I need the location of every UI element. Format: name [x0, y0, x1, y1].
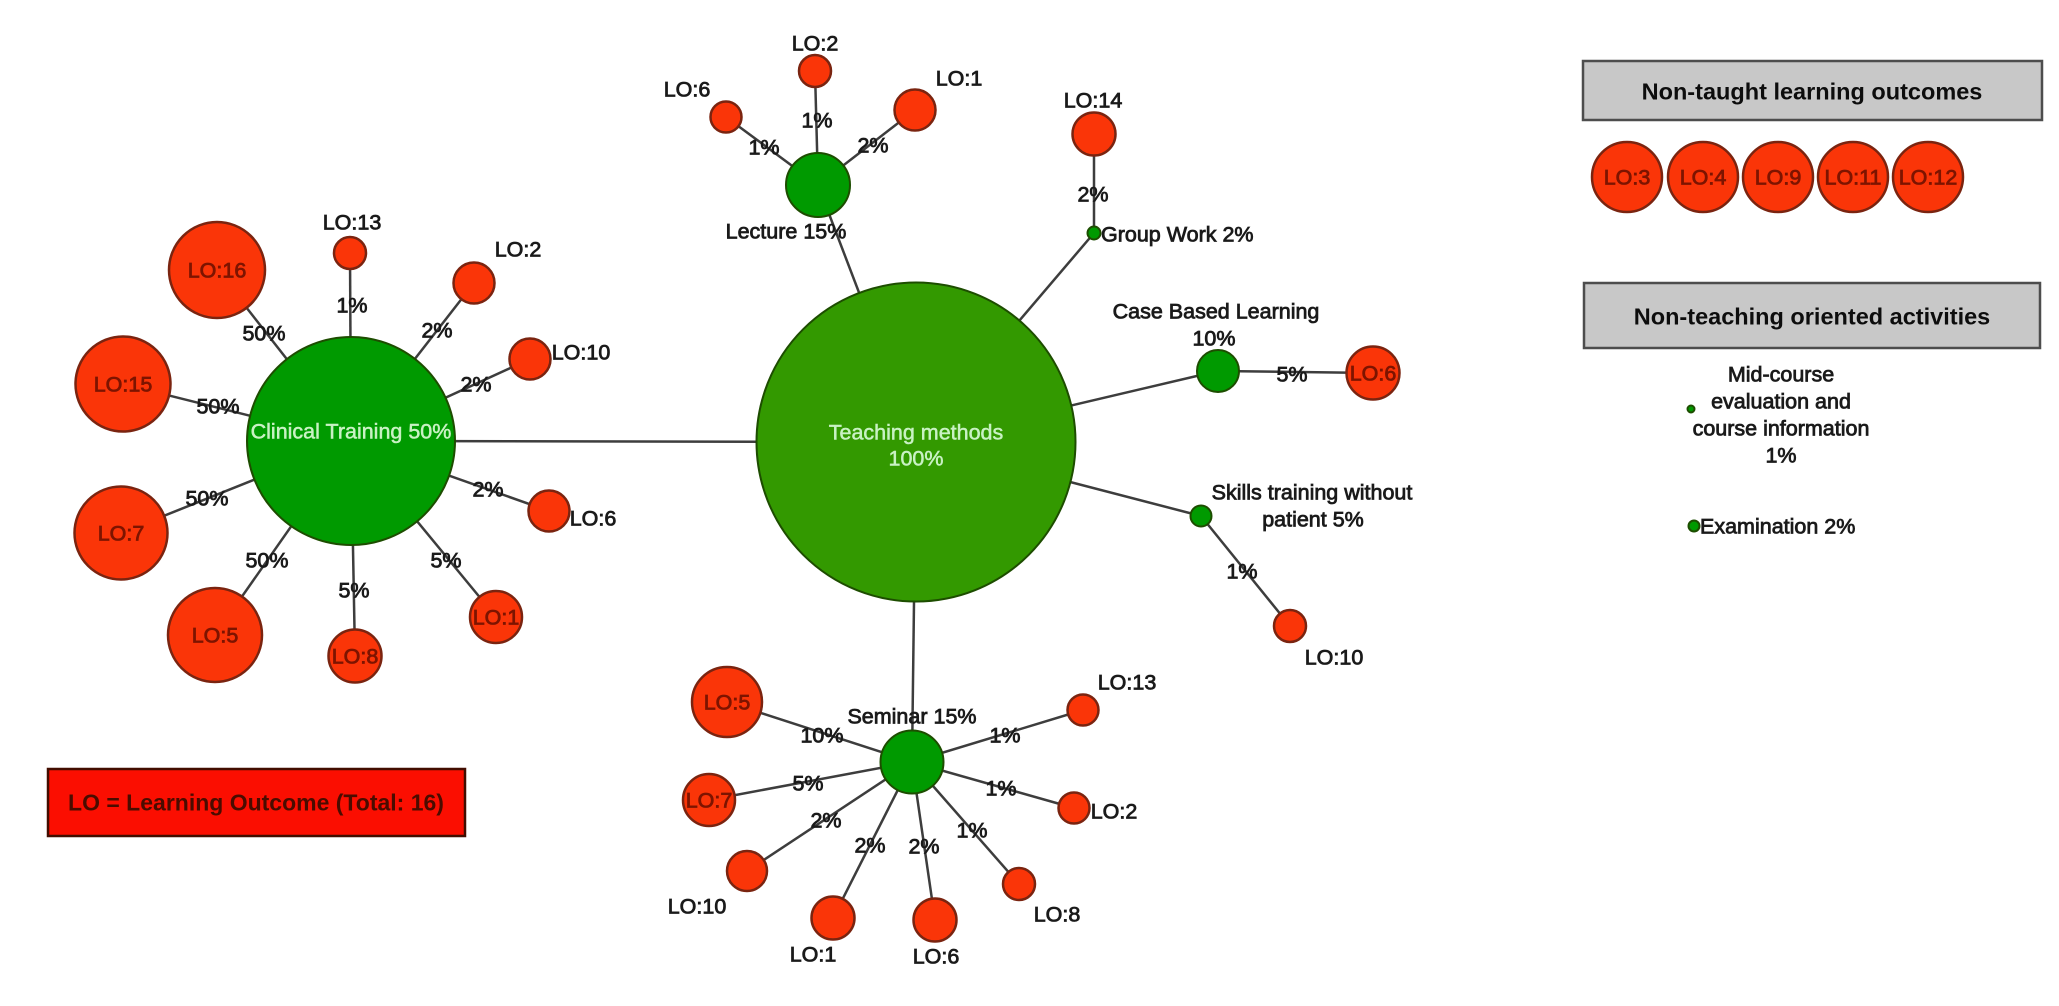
- svg-text:LO:2: LO:2: [792, 32, 839, 56]
- svg-text:LO:14: LO:14: [1064, 89, 1123, 113]
- svg-text:Lecture 15%: Lecture 15%: [726, 220, 847, 244]
- svg-text:LO:1: LO:1: [790, 943, 837, 967]
- svg-text:LO:2: LO:2: [1091, 800, 1138, 824]
- svg-text:2%: 2%: [1077, 183, 1108, 207]
- svg-text:5%: 5%: [430, 549, 461, 573]
- svg-text:1%: 1%: [748, 136, 779, 160]
- svg-text:LO:10: LO:10: [552, 341, 611, 365]
- svg-text:1%: 1%: [1226, 560, 1257, 584]
- svg-text:Teaching methods: Teaching methods: [829, 421, 1004, 445]
- svg-text:LO:1: LO:1: [473, 606, 520, 630]
- svg-text:LO:5: LO:5: [704, 691, 751, 715]
- svg-text:Examination 2%: Examination 2%: [1700, 515, 1855, 539]
- svg-text:patient 5%: patient 5%: [1262, 508, 1364, 532]
- svg-text:LO:10: LO:10: [1305, 646, 1364, 670]
- svg-text:1%: 1%: [336, 294, 367, 318]
- svg-text:LO:1: LO:1: [936, 67, 983, 91]
- svg-text:LO:11: LO:11: [1825, 166, 1882, 190]
- svg-text:LO:13: LO:13: [1098, 671, 1157, 695]
- svg-text:LO:16: LO:16: [188, 259, 247, 283]
- svg-text:50%: 50%: [245, 549, 288, 573]
- svg-text:Clinical Training 50%: Clinical Training 50%: [251, 420, 452, 444]
- svg-text:2%: 2%: [908, 835, 939, 859]
- svg-text:LO:6: LO:6: [664, 78, 711, 102]
- svg-text:LO:8: LO:8: [1034, 903, 1081, 927]
- svg-text:1%: 1%: [956, 819, 987, 843]
- svg-text:1%: 1%: [1765, 444, 1796, 468]
- svg-text:LO:3: LO:3: [1604, 166, 1651, 190]
- svg-text:LO:7: LO:7: [98, 522, 145, 546]
- svg-text:100%: 100%: [889, 447, 944, 471]
- svg-text:LO:10: LO:10: [668, 895, 727, 919]
- svg-text:LO = Learning Outcome (Total:: LO = Learning Outcome (Total: 16): [68, 789, 444, 815]
- svg-text:LO:9: LO:9: [1755, 166, 1802, 190]
- svg-text:Mid-course: Mid-course: [1728, 363, 1834, 387]
- svg-text:2%: 2%: [857, 134, 888, 158]
- svg-text:10%: 10%: [800, 724, 843, 748]
- svg-text:1%: 1%: [985, 777, 1016, 801]
- svg-text:Seminar 15%: Seminar 15%: [847, 705, 976, 729]
- svg-text:2%: 2%: [472, 478, 503, 502]
- svg-text:course information: course information: [1693, 417, 1870, 441]
- svg-text:50%: 50%: [242, 322, 285, 346]
- svg-text:LO:6: LO:6: [570, 507, 617, 531]
- svg-text:Group Work 2%: Group Work 2%: [1101, 223, 1254, 247]
- svg-text:LO:5: LO:5: [192, 624, 239, 648]
- svg-text:5%: 5%: [1276, 363, 1307, 387]
- svg-text:Non-teaching oriented activiti: Non-teaching oriented activities: [1634, 303, 1990, 329]
- svg-text:LO:8: LO:8: [332, 645, 379, 669]
- svg-text:LO:6: LO:6: [1350, 362, 1397, 386]
- svg-text:2%: 2%: [810, 809, 841, 833]
- svg-text:50%: 50%: [196, 395, 239, 419]
- svg-text:5%: 5%: [338, 579, 369, 603]
- svg-text:Skills training without: Skills training without: [1212, 481, 1413, 505]
- svg-text:1%: 1%: [989, 724, 1020, 748]
- svg-text:LO:13: LO:13: [323, 211, 382, 235]
- svg-text:2%: 2%: [421, 319, 452, 343]
- svg-text:50%: 50%: [185, 487, 228, 511]
- svg-text:2%: 2%: [460, 373, 491, 397]
- svg-text:LO:4: LO:4: [1680, 166, 1727, 190]
- svg-text:LO:15: LO:15: [94, 373, 153, 397]
- svg-text:10%: 10%: [1192, 327, 1235, 351]
- svg-text:Case Based Learning: Case Based Learning: [1113, 300, 1320, 324]
- svg-text:LO:7: LO:7: [686, 789, 733, 813]
- svg-text:LO:2: LO:2: [495, 238, 542, 262]
- svg-text:1%: 1%: [801, 109, 832, 133]
- svg-text:LO:6: LO:6: [913, 945, 960, 969]
- svg-text:Non-taught learning outcomes: Non-taught learning outcomes: [1642, 78, 1983, 104]
- svg-text:2%: 2%: [854, 834, 885, 858]
- svg-text:evaluation and: evaluation and: [1711, 390, 1851, 414]
- svg-text:5%: 5%: [792, 772, 823, 796]
- svg-text:LO:12: LO:12: [1899, 166, 1958, 190]
